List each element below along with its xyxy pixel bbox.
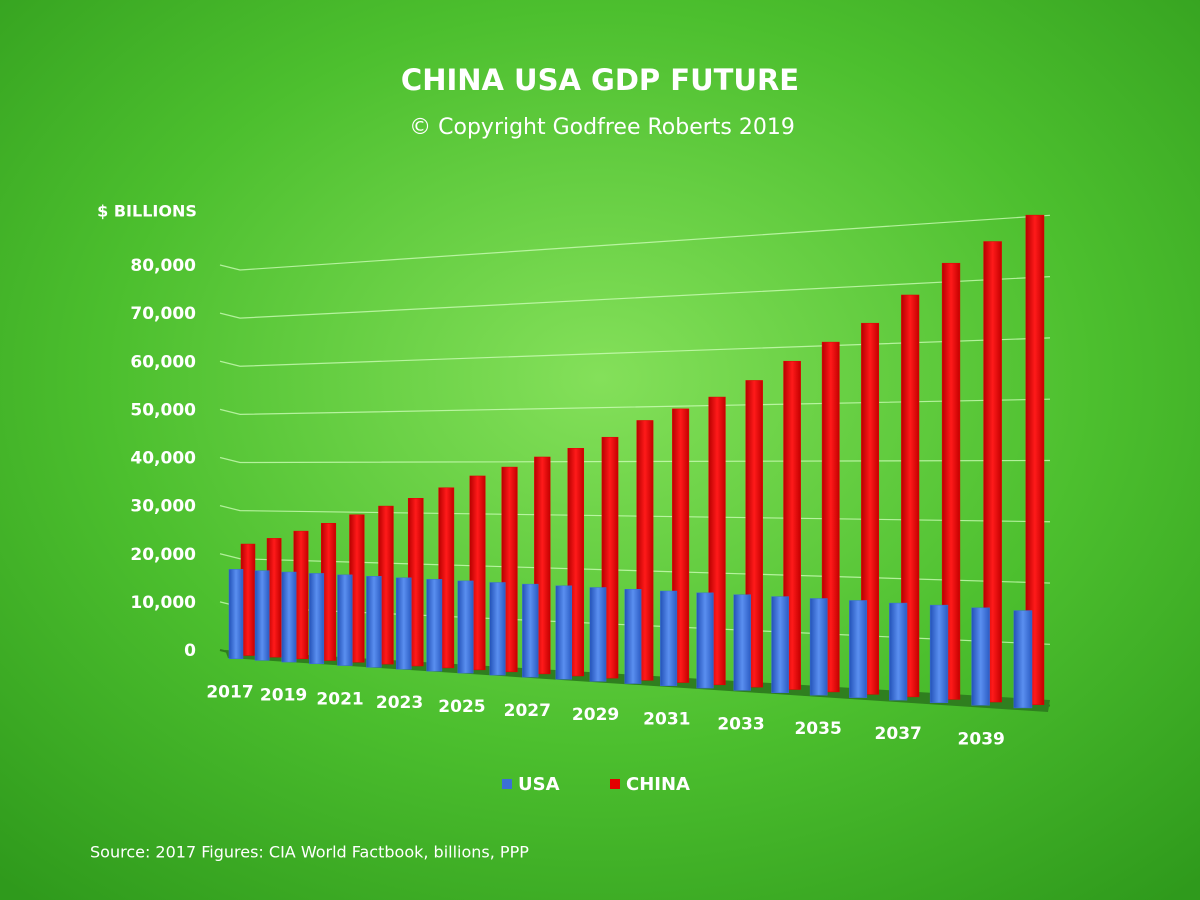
y-tick-label: 20,000 bbox=[130, 545, 196, 565]
bar bbox=[1013, 610, 1033, 709]
legend-swatch bbox=[502, 779, 512, 789]
bar bbox=[426, 579, 443, 672]
y-axis-label: $ BILLIONS bbox=[97, 202, 197, 221]
bar bbox=[366, 576, 382, 668]
bar bbox=[1025, 214, 1045, 705]
bar bbox=[983, 241, 1002, 703]
bar bbox=[733, 594, 751, 691]
bar bbox=[395, 577, 412, 670]
grid-line bbox=[219, 456, 1051, 464]
bar bbox=[337, 574, 353, 666]
bar bbox=[281, 571, 297, 663]
grid-line bbox=[219, 505, 1051, 523]
y-tick-label: 80,000 bbox=[130, 256, 196, 276]
grid-line bbox=[219, 214, 1051, 271]
grid-line bbox=[219, 553, 1051, 584]
bar bbox=[522, 583, 539, 678]
bar bbox=[469, 475, 486, 671]
bar bbox=[941, 262, 961, 700]
y-tick-label: 0 bbox=[184, 641, 196, 661]
y-tick-label: 30,000 bbox=[130, 497, 196, 517]
bar bbox=[696, 592, 714, 689]
x-tick-label: 2027 bbox=[504, 701, 551, 721]
x-tick-label: 2025 bbox=[438, 697, 485, 717]
x-tick-label: 2021 bbox=[316, 689, 363, 709]
bar bbox=[228, 569, 244, 659]
bar bbox=[901, 294, 920, 698]
grid-line bbox=[219, 276, 1051, 319]
x-tick-label: 2035 bbox=[794, 719, 841, 739]
x-tick-label: 2023 bbox=[376, 693, 423, 713]
bar bbox=[624, 589, 642, 684]
bar bbox=[929, 604, 949, 703]
y-tick-label: 40,000 bbox=[130, 449, 196, 469]
bar bbox=[501, 466, 518, 673]
bar bbox=[849, 600, 868, 698]
x-tick-label: 2029 bbox=[572, 705, 619, 725]
x-tick-label: 2019 bbox=[260, 686, 307, 706]
bar bbox=[555, 585, 573, 680]
x-tick-label: 2037 bbox=[875, 724, 922, 744]
bar bbox=[971, 607, 990, 706]
y-tick-label: 60,000 bbox=[130, 352, 196, 372]
bar bbox=[809, 598, 828, 696]
bar bbox=[457, 580, 474, 674]
legend-label: USA bbox=[518, 774, 560, 795]
bar bbox=[438, 487, 455, 669]
x-tick-label: 2033 bbox=[717, 714, 764, 734]
source-note: Source: 2017 Figures: CIA World Factbook… bbox=[90, 843, 529, 862]
bars: 2017 2019 2021 2023 2025 2027 2029 2031 2033 2035… bbox=[206, 214, 1045, 749]
bar bbox=[660, 590, 678, 687]
x-tick-label: 2017 bbox=[206, 682, 253, 702]
x-tick-label: 2039 bbox=[958, 729, 1005, 749]
bar bbox=[589, 587, 607, 682]
bar bbox=[889, 602, 908, 701]
chart-subtitle: © Copyright Godfree Roberts 2019 bbox=[409, 115, 795, 140]
legend-label: CHINA bbox=[626, 774, 690, 795]
grid-line bbox=[219, 398, 1051, 415]
y-tick-label: 10,000 bbox=[130, 593, 196, 613]
grid-line bbox=[219, 337, 1051, 367]
y-tick-label: 50,000 bbox=[130, 400, 196, 420]
chart-title: CHINA USA GDP FUTURE bbox=[401, 63, 799, 97]
bar bbox=[771, 596, 789, 694]
x-tick-label: 2031 bbox=[643, 710, 690, 730]
bar bbox=[489, 582, 506, 676]
bar bbox=[254, 570, 270, 661]
legend: USA CHINA bbox=[502, 774, 690, 795]
legend-swatch bbox=[610, 779, 620, 789]
bar bbox=[309, 573, 325, 665]
y-tick-label: 70,000 bbox=[130, 304, 196, 324]
